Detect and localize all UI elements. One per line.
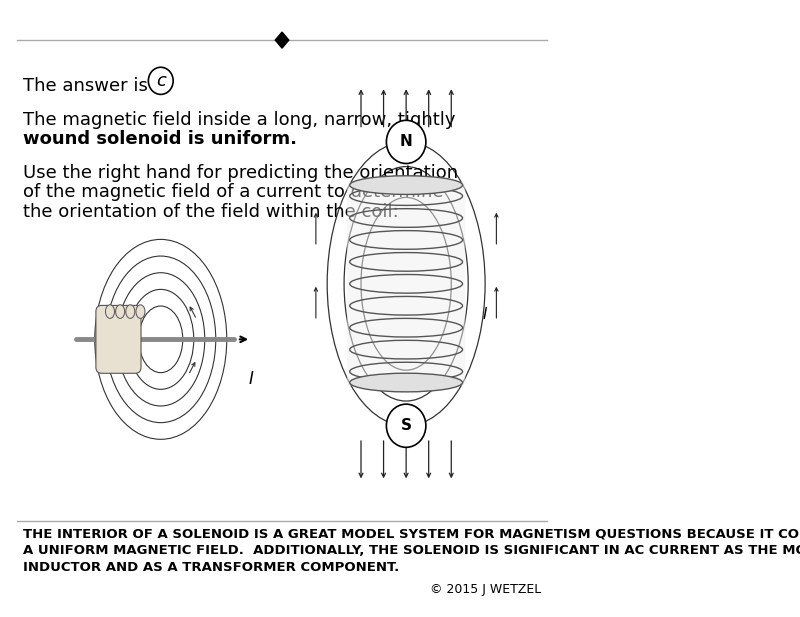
Text: N: N <box>400 135 413 149</box>
Text: INDUCTOR AND AS A TRANSFORMER COMPONENT.: INDUCTOR AND AS A TRANSFORMER COMPONENT. <box>22 561 399 574</box>
Ellipse shape <box>350 373 462 392</box>
Ellipse shape <box>126 305 135 318</box>
FancyBboxPatch shape <box>347 182 466 386</box>
Text: S: S <box>401 418 412 433</box>
Text: of the magnetic field of a current to determine: of the magnetic field of a current to de… <box>22 183 443 201</box>
Text: wound solenoid is uniform.: wound solenoid is uniform. <box>22 130 297 147</box>
Text: A UNIFORM MAGNETIC FIELD.  ADDITIONALLY, THE SOLENOID IS SIGNIFICANT IN AC CURRE: A UNIFORM MAGNETIC FIELD. ADDITIONALLY, … <box>22 544 800 557</box>
Text: c: c <box>156 72 166 90</box>
Text: Use the right hand for predicting the orientation: Use the right hand for predicting the or… <box>22 164 458 181</box>
Text: the orientation of the field within the coil:: the orientation of the field within the … <box>22 203 398 221</box>
Text: © 2015 J WETZEL: © 2015 J WETZEL <box>430 583 542 596</box>
Ellipse shape <box>106 305 114 318</box>
Text: I: I <box>483 307 487 322</box>
Text: The answer is: The answer is <box>22 77 147 95</box>
FancyBboxPatch shape <box>96 305 141 373</box>
Text: THE INTERIOR OF A SOLENOID IS A GREAT MODEL SYSTEM FOR MAGNETISM QUESTIONS BECAU: THE INTERIOR OF A SOLENOID IS A GREAT MO… <box>22 528 800 540</box>
Ellipse shape <box>350 176 462 194</box>
Text: I: I <box>249 370 254 388</box>
Text: The magnetic field inside a long, narrow, tightly: The magnetic field inside a long, narrow… <box>22 111 455 129</box>
Circle shape <box>386 120 426 164</box>
Ellipse shape <box>116 305 125 318</box>
Ellipse shape <box>136 305 145 318</box>
Polygon shape <box>275 32 289 48</box>
Circle shape <box>386 404 426 447</box>
